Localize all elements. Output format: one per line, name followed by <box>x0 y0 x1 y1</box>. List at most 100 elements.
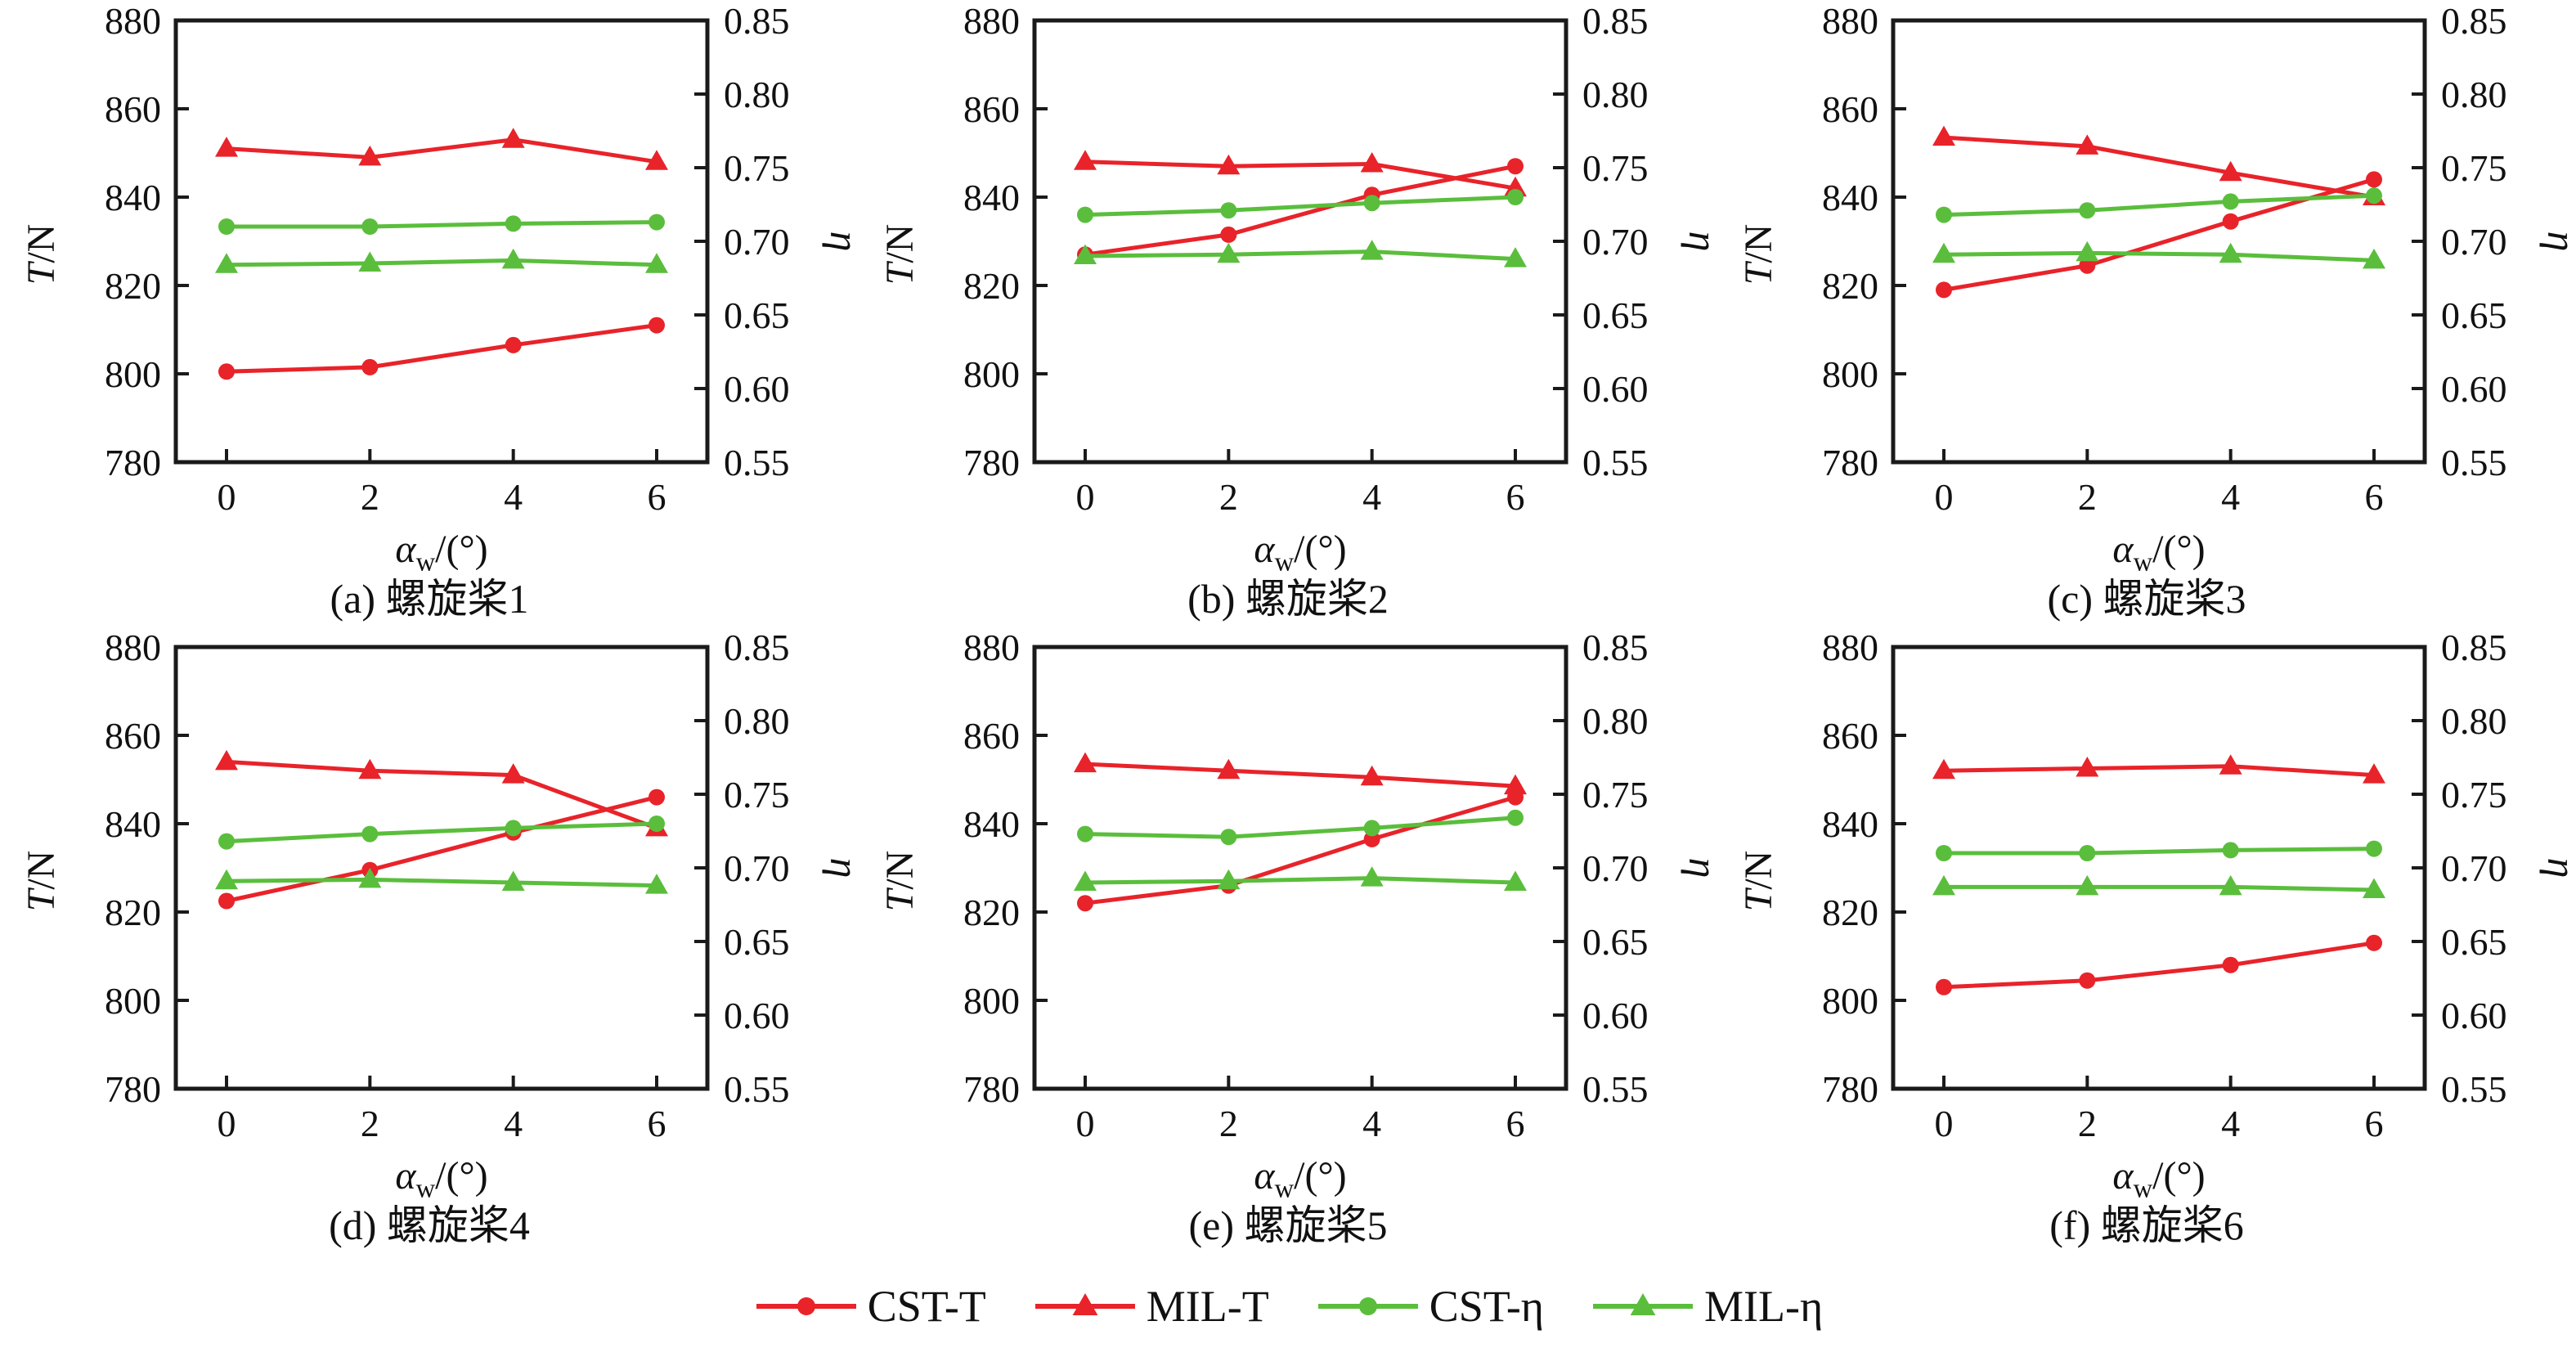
series-line-CST-T <box>1941 941 2376 990</box>
left-tick-label: 840 <box>1822 803 1878 845</box>
x-tick-label: 0 <box>218 1103 236 1144</box>
series-marker-MIL-η <box>2076 874 2099 896</box>
right-tick-label: 0.70 <box>1582 847 1649 889</box>
chart-c: 780 800 820 840 860 880 0.55 0.60 0.65 0.70 0.75 0.… <box>1737 0 2576 573</box>
series-marker-MIL-T <box>1217 154 1241 175</box>
right-tick-label: 0.70 <box>2441 847 2507 889</box>
triangle-legend-marker <box>1072 1293 1098 1315</box>
x-tick-label: 6 <box>2365 1103 2384 1144</box>
series-marker-MIL-η <box>358 867 382 888</box>
x-tick-label: 6 <box>2365 476 2384 518</box>
series-marker-MIL-η <box>645 253 668 273</box>
series-line-CST-T <box>1083 164 1518 257</box>
left-tick-label: 880 <box>105 0 161 42</box>
series-marker-MIL-η <box>2219 874 2242 896</box>
plot-frame <box>173 645 710 1091</box>
triangle-legend-marker <box>1630 1293 1656 1315</box>
left-tick-label: 840 <box>963 803 1020 845</box>
chart-caption-a: (a) 螺旋桨1 <box>330 576 529 622</box>
chart-panel-a: 780 800 820 840 860 880 0.55 0.60 0.65 0.70 0.75 0.… <box>0 0 859 627</box>
series-marker-CST-η <box>1220 829 1237 846</box>
series-marker-MIL-η <box>1217 242 1241 263</box>
left-tick-label: 860 <box>1822 715 1878 757</box>
x-axis-title: αw/(°) <box>395 1154 487 1199</box>
left-tick-label: 880 <box>105 627 161 668</box>
series-line-MIL-η <box>224 258 659 267</box>
series-marker-CST-η <box>648 213 665 231</box>
series-marker-MIL-η <box>2219 242 2242 263</box>
left-tick-label: 860 <box>963 715 1020 757</box>
right-tick-label: 0.60 <box>1582 995 1649 1036</box>
right-tick-label: 0.80 <box>724 74 790 115</box>
circle-legend-marker <box>1358 1297 1377 1315</box>
left-axis-title: T/N <box>20 851 63 912</box>
right-axis-title: η <box>2539 231 2576 252</box>
series-marker-CST-η <box>1363 820 1380 837</box>
right-tick-label: 0.80 <box>2441 700 2507 742</box>
chart-caption-d: (d) 螺旋桨4 <box>329 1202 530 1248</box>
left-axis-title: T/N <box>878 851 922 912</box>
series-marker-MIL-η <box>1932 242 1955 263</box>
right-tick-label: 0.65 <box>2441 294 2507 336</box>
left-tick-label: 800 <box>1822 353 1878 395</box>
series-marker-MIL-T <box>2076 757 2099 777</box>
series-marker-MIL-T <box>1217 758 1241 780</box>
series-marker-CST-T <box>2079 257 2096 274</box>
series-marker-CST-η <box>505 215 522 232</box>
series-marker-CST-T <box>505 336 522 353</box>
series-marker-MIL-T <box>501 763 525 784</box>
right-axis-title: η <box>1681 231 1717 252</box>
series-line-CST-η <box>1941 847 2376 856</box>
series-marker-MIL-η <box>1504 247 1527 267</box>
plot-frame <box>1891 645 2427 1091</box>
x-tick-label: 6 <box>648 1103 666 1144</box>
legend-item-mil-eta: MIL-η <box>1590 1281 1823 1332</box>
series-marker-MIL-η <box>1074 870 1097 891</box>
right-tick-label: 0.60 <box>2441 995 2507 1036</box>
series-marker-CST-T <box>218 892 235 910</box>
right-tick-label: 0.55 <box>724 1068 790 1110</box>
chart-panel-b: 780 800 820 840 860 880 0.55 0.60 0.65 0.70 0.75 0.… <box>859 0 1717 627</box>
cst-eta-circle-marker-icon <box>1315 1285 1421 1328</box>
right-tick-label: 0.55 <box>2441 442 2507 483</box>
x-tick-label: 6 <box>1506 476 1525 518</box>
left-tick-label: 800 <box>105 353 161 395</box>
series-marker-CST-η <box>1936 206 1952 223</box>
right-tick-label: 0.85 <box>724 627 790 668</box>
right-tick-label: 0.65 <box>724 294 790 336</box>
x-tick-label: 2 <box>361 1103 379 1144</box>
legend: CST-T MIL-T CST-η MIL-η <box>0 1253 2576 1359</box>
series-marker-MIL-η <box>1360 240 1384 260</box>
series-marker-MIL-η <box>358 251 382 272</box>
legend-item-cst-eta: CST-η <box>1315 1281 1544 1332</box>
right-tick-label: 0.85 <box>1582 0 1649 42</box>
series-marker-MIL-η <box>645 874 668 894</box>
series-marker-MIL-T <box>1932 125 1955 146</box>
series-line-CST-T <box>224 795 659 903</box>
left-tick-label: 780 <box>105 1068 161 1110</box>
right-axis-title: η <box>822 858 859 878</box>
series-marker-CST-η <box>505 820 522 837</box>
series-marker-MIL-η <box>501 248 525 269</box>
left-tick-label: 860 <box>105 715 161 757</box>
series-line-CST-η <box>224 220 659 229</box>
series-line-MIL-η <box>1941 884 2376 892</box>
series-marker-MIL-η <box>2076 240 2099 262</box>
series-line-MIL-T <box>1083 160 1518 191</box>
left-axis-title: T/N <box>878 224 922 285</box>
series-marker-CST-T <box>2079 972 2096 989</box>
left-tick-label: 780 <box>105 442 161 483</box>
series-line-MIL-η <box>1083 249 1518 262</box>
legend-item-mil-t: MIL-T <box>1032 1281 1269 1332</box>
plot-frame <box>1891 18 2427 465</box>
right-tick-label: 0.65 <box>1582 921 1649 963</box>
left-tick-label: 780 <box>963 442 1020 483</box>
left-tick-label: 860 <box>105 88 161 130</box>
left-tick-label: 840 <box>105 177 161 218</box>
right-tick-label: 0.55 <box>1582 442 1649 483</box>
right-tick-label: 0.65 <box>724 921 790 963</box>
series-line-CST-T <box>1941 177 2376 292</box>
x-axis-title: αw/(°) <box>2112 528 2205 573</box>
series-marker-CST-η <box>2366 187 2382 204</box>
x-tick-label: 0 <box>218 476 236 518</box>
